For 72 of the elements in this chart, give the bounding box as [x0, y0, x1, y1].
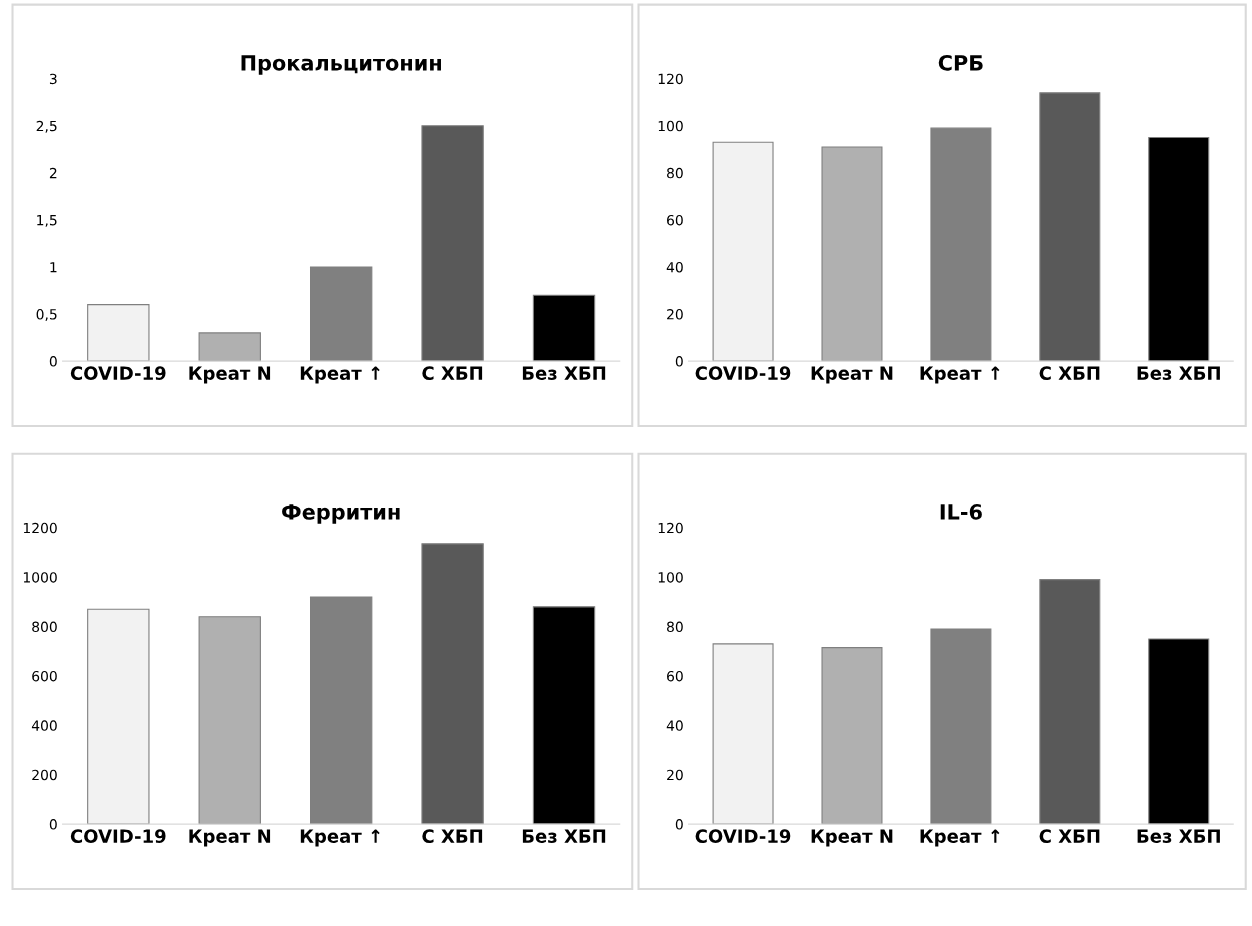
y-tick-label: 0 [49, 819, 57, 830]
x-tick-label: Без ХБП [1137, 829, 1220, 843]
chart-title: Прокальцитонин [241, 55, 441, 75]
y-tick-label: 120 [658, 522, 683, 534]
x-tick-label: Креат ↑ [920, 366, 1000, 384]
y-tick-label: 800 [32, 621, 57, 633]
bar [712, 643, 774, 825]
bar [1039, 579, 1101, 825]
x-tick-label: Креат ↑ [300, 366, 380, 384]
bar [821, 146, 883, 362]
y-tick-label: 200 [32, 769, 57, 781]
y-tick-label: 2 [49, 167, 57, 179]
x-tick-label: COVID-19 [70, 829, 166, 843]
x-tick-label: Без ХБП [522, 366, 606, 380]
x-tick-label: Креат N [189, 829, 271, 847]
bar [1148, 136, 1210, 362]
bar [421, 125, 484, 362]
y-tick-label: 1000 [23, 572, 57, 583]
y-tick-label: 60 [667, 214, 683, 226]
bar [87, 608, 150, 825]
y-tick-label: 1,5 [37, 215, 57, 227]
chart-title: Ферритин [282, 504, 400, 524]
bar [198, 332, 261, 362]
x-tick-label: COVID-19 [695, 366, 791, 380]
y-tick-label: 60 [667, 670, 683, 682]
y-tick-label: 100 [658, 572, 683, 583]
y-tick-label: 0 [675, 819, 683, 830]
bar [532, 606, 596, 825]
y-tick-label: 1 [50, 262, 57, 273]
x-tick-label: Креат ↑ [920, 829, 1000, 847]
y-tick-label: 3 [49, 73, 57, 85]
x-tick-label: С ХБП [422, 366, 483, 380]
x-tick-label: Креат ↑ [300, 829, 380, 847]
y-tick-label: 0 [49, 356, 57, 367]
bar [198, 616, 261, 825]
y-tick-label: 100 [658, 120, 683, 132]
chart-title: IL-6 [940, 504, 982, 520]
y-tick-label: 80 [667, 621, 683, 633]
x-tick-label: Без ХБП [522, 829, 606, 843]
bar [712, 141, 774, 362]
x-tick-label: Креат N [189, 366, 271, 384]
y-tick-label: 400 [31, 720, 57, 731]
y-tick-label: 20 [667, 309, 683, 320]
y-tick-label: 120 [658, 73, 683, 85]
bar [1148, 638, 1210, 825]
x-tick-label: Креат N [811, 829, 893, 847]
x-tick-label: С ХБП [422, 829, 483, 843]
y-tick-label: 20 [667, 769, 683, 781]
bar [309, 266, 373, 362]
y-tick-label: 0 [675, 356, 683, 367]
bar [309, 596, 373, 825]
x-tick-label: COVID-19 [70, 366, 166, 380]
y-tick-label: 1200 [23, 522, 57, 534]
y-tick-label: 40 [666, 720, 683, 731]
y-tick-label: 80 [667, 167, 683, 179]
y-tick-label: 2,5 [36, 120, 57, 133]
bar [930, 127, 992, 362]
y-tick-label: 40 [666, 261, 683, 273]
x-tick-label: С ХБП [1039, 366, 1100, 380]
x-tick-label: COVID-19 [695, 829, 791, 843]
bar [421, 543, 484, 825]
x-tick-label: Креат N [811, 366, 893, 384]
chart-title: СРБ [938, 54, 983, 71]
x-tick-label: С ХБП [1039, 829, 1100, 843]
x-tick-label: Без ХБП [1137, 366, 1220, 380]
y-tick-label: 600 [32, 670, 57, 682]
bar [821, 647, 883, 825]
bar [1039, 92, 1101, 362]
bar [930, 628, 992, 825]
bar [532, 294, 596, 362]
bar [87, 304, 150, 362]
y-tick-label: 0,5 [36, 309, 57, 321]
